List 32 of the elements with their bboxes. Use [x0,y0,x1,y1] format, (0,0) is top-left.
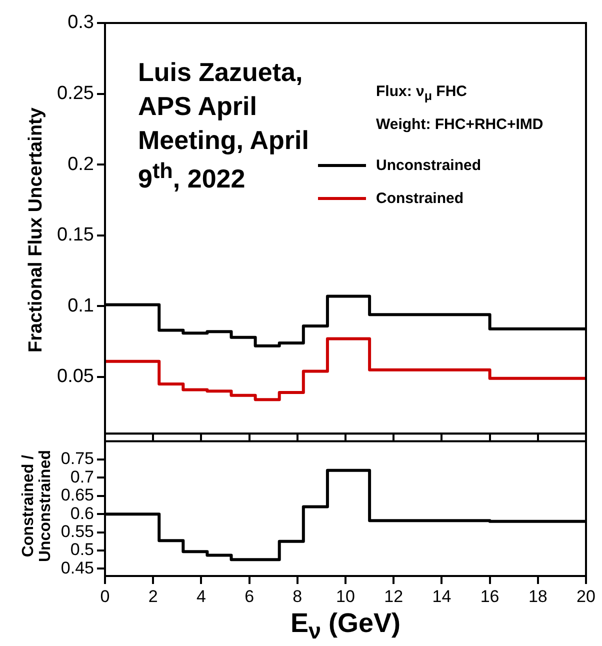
y-tick-label: 0.7 [70,467,94,486]
y-axis-title: Constrained / Unconstrained [19,449,55,564]
x-axis-title: E$_{ν}$ (GeV) [289,608,402,644]
legend-label: Constrained [376,190,464,207]
annotation: Luis Zazueta, APS April Meeting, April 9$^{th}$, 2022 [138,56,310,196]
y-tick-label: 0.6 [70,504,94,523]
legend-label: Unconstrained [376,157,482,174]
y-tick-label: 0.45 [60,558,94,578]
y-tick-label: 0.2 [68,154,94,175]
x-tick-label: 10 [336,586,355,606]
y-tick-label: 0.15 [57,224,94,246]
x-tick-label: 16 [480,586,500,606]
y-axis-title: Fractional Flux Uncertainty [24,106,48,354]
y-tick-label: 0.5 [70,540,94,560]
x-tick-label: 8 [292,586,302,606]
x-tick-label: 2 [148,586,158,606]
annotation: Weight: FHC+RHC+IMD [376,116,544,135]
x-tick-label: 12 [384,586,404,606]
x-tick-label: 20 [576,586,596,606]
y-tick-label: 0.25 [57,83,94,104]
x-tick-label: 0 [100,586,110,606]
x-tick-label: 6 [244,586,254,606]
annotation: Flux: ν$_{μ}$ FHC [376,83,468,105]
y-tick-label: 0.75 [60,449,94,468]
x-tick-label: 14 [432,586,452,606]
x-tick-label: 18 [528,586,548,606]
x-tick-label: 4 [196,586,206,606]
y-tick-label: 0.1 [68,295,94,316]
y-tick-label: 0.05 [57,366,94,388]
y-tick-label: 0.65 [60,486,94,505]
y-tick-label: 0.3 [68,12,94,34]
y-tick-label: 0.55 [60,522,94,541]
